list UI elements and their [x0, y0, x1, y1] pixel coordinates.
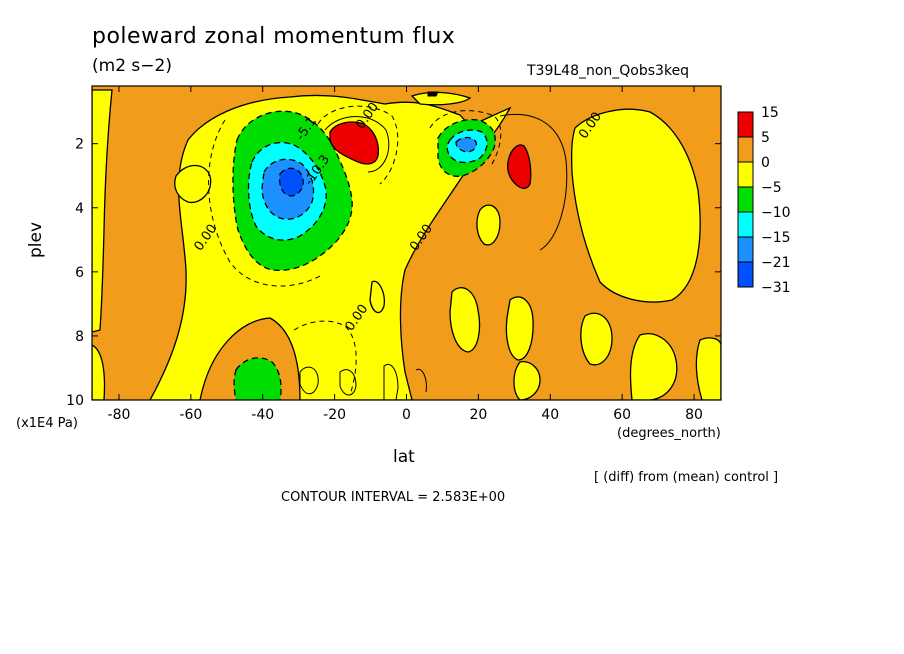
x-tick-label: 40: [541, 407, 559, 423]
band-minus31-to-minus21: [278, 167, 304, 197]
x-tick-label: 80: [685, 407, 703, 423]
x-axis: -80 -60 -40 -20 0 20 40 60 80: [108, 86, 703, 423]
x-tick-label: 20: [469, 407, 487, 423]
contour-lines: [208, 91, 568, 400]
colorbar-label: −21: [761, 255, 791, 271]
colorbar-swatch: [737, 211, 754, 238]
colorbar: 15 5 0 −5 −10 −15 −21 −31: [737, 105, 791, 296]
y-tick-label: 6: [75, 265, 84, 281]
y-tick-label: 4: [75, 201, 84, 217]
y-axis-label: plev: [26, 221, 46, 258]
x-tick-label: -60: [179, 407, 202, 423]
colorbar-label: −5: [761, 180, 782, 196]
y-axis-units: (x1E4 Pa): [16, 416, 78, 431]
x-tick-label: -20: [323, 407, 346, 423]
colorbar-label: −31: [761, 280, 791, 296]
band-5-to-15: [329, 121, 532, 190]
colorbar-swatch: [737, 186, 754, 213]
x-tick-label: 60: [613, 407, 631, 423]
colorbar-label: 0: [761, 155, 770, 171]
y-tick-label: 8: [75, 329, 84, 345]
colorbar-label: 5: [761, 130, 770, 146]
colorbar-label: −15: [761, 230, 791, 246]
y-tick-label: 2: [75, 137, 84, 153]
colorbar-label: −10: [761, 205, 791, 221]
x-tick-label: -80: [108, 407, 131, 423]
colorbar-swatch: [737, 161, 754, 188]
colorbar-swatch: [737, 136, 754, 163]
contour-interval: CONTOUR INTERVAL = 2.583E+00: [281, 490, 506, 505]
colorbar-swatch: [737, 111, 754, 138]
y-tick-label: 10: [66, 393, 84, 409]
colorbar-swatch: [737, 261, 754, 288]
run-label: T39L48_non_Qobs3keq: [527, 63, 690, 79]
colorbar-swatch: [737, 236, 754, 263]
chart-units: (m2 s−2): [92, 56, 172, 76]
x-axis-label: lat: [393, 447, 415, 467]
filled-contours: [92, 86, 721, 400]
y-axis: 2 4 6 8 10: [66, 137, 721, 409]
difference-note: [ (diff) from (mean) control ]: [594, 470, 779, 485]
colorbar-label: 15: [761, 105, 779, 121]
chart-title: poleward zonal momentum flux: [92, 24, 456, 49]
x-tick-label: -40: [251, 407, 274, 423]
x-axis-units: (degrees_north): [617, 426, 721, 441]
x-tick-label: 0: [402, 407, 411, 423]
